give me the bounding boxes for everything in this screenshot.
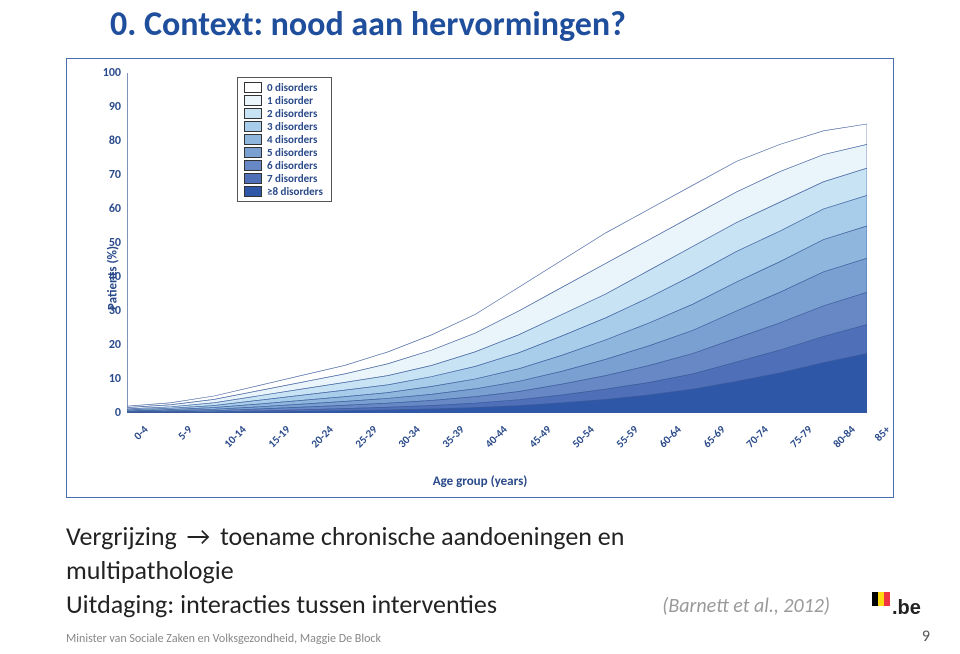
chart-container: Patients (%) 0102030405060708090100 0 di… bbox=[66, 58, 894, 498]
xtick: 20-24 bbox=[309, 423, 358, 472]
ytick: 0 bbox=[115, 406, 121, 420]
legend-row: 6 disorders bbox=[244, 159, 323, 172]
page-number: 9 bbox=[922, 627, 930, 646]
xtick: 85+ bbox=[872, 423, 915, 466]
legend-label: 0 disorders bbox=[267, 81, 317, 94]
xtick: 0-4 bbox=[131, 423, 172, 464]
legend-label: 6 disorders bbox=[267, 159, 317, 172]
flag-stripe-3 bbox=[884, 592, 890, 606]
ytick: 30 bbox=[109, 304, 121, 318]
xtick: 75-79 bbox=[787, 423, 836, 472]
legend-row: 1 disorder bbox=[244, 94, 323, 107]
be-text: .be bbox=[892, 597, 921, 619]
xtick: 30-34 bbox=[396, 423, 445, 472]
flag-stripe-1 bbox=[872, 592, 878, 606]
legend-label: 5 disorders bbox=[267, 146, 317, 159]
legend-label: 3 disorders bbox=[267, 120, 317, 133]
flag-stripe-2 bbox=[878, 592, 884, 606]
legend-row: 3 disorders bbox=[244, 120, 323, 133]
legend-row: ≥8 disorders bbox=[244, 185, 323, 198]
legend-row: 5 disorders bbox=[244, 146, 323, 159]
body-line-1: Vergrijzing → toename chronische aandoen… bbox=[66, 520, 624, 552]
body-line-1-suffix: toename chronische aandoeningen en bbox=[220, 520, 624, 552]
ytick: 70 bbox=[109, 168, 121, 182]
legend-label: 4 disorders bbox=[267, 133, 317, 146]
x-ticks: 0-45-910-1415-1920-2425-2930-3435-3940-4… bbox=[127, 417, 867, 467]
legend-swatch bbox=[244, 121, 262, 132]
ytick: 100 bbox=[103, 66, 121, 80]
legend-swatch bbox=[244, 108, 262, 119]
xtick: 45-49 bbox=[526, 423, 575, 472]
legend-swatch bbox=[244, 173, 262, 184]
legend-swatch bbox=[244, 134, 262, 145]
xtick: 65-69 bbox=[700, 423, 749, 472]
body-line-3: Uitdaging: interacties tussen interventi… bbox=[66, 588, 497, 620]
be-logo: .be bbox=[872, 592, 926, 620]
legend-row: 4 disorders bbox=[244, 133, 323, 146]
legend-row: 7 disorders bbox=[244, 172, 323, 185]
xtick: 15-19 bbox=[265, 423, 314, 472]
ytick: 50 bbox=[109, 236, 121, 250]
xtick: 25-29 bbox=[352, 423, 401, 472]
footer-text: Minister van Sociale Zaken en Volksgezon… bbox=[66, 632, 381, 646]
legend-swatch bbox=[244, 186, 262, 197]
ytick: 10 bbox=[109, 372, 121, 386]
legend-label: 1 disorder bbox=[267, 94, 313, 107]
legend-label: 7 disorders bbox=[267, 172, 317, 185]
ytick: 80 bbox=[109, 134, 121, 148]
xtick: 70-74 bbox=[744, 423, 793, 472]
citation: (Barnett et al., 2012) bbox=[662, 594, 830, 618]
page-title: 0. Context: nood aan hervormingen? bbox=[110, 4, 626, 45]
legend-swatch bbox=[244, 160, 262, 171]
xtick: 5-9 bbox=[175, 423, 216, 464]
body-line-1-prefix: Vergrijzing bbox=[66, 520, 177, 552]
xtick: 35-39 bbox=[439, 423, 488, 472]
legend-swatch bbox=[244, 82, 262, 93]
xtick: 55-59 bbox=[613, 423, 662, 472]
legend-swatch bbox=[244, 95, 262, 106]
xtick: 40-44 bbox=[483, 423, 532, 472]
chart-legend: 0 disorders1 disorder2 disorders3 disord… bbox=[237, 77, 332, 202]
ytick: 20 bbox=[109, 338, 121, 352]
arrow-icon: → bbox=[183, 520, 215, 552]
ytick: 60 bbox=[109, 202, 121, 216]
legend-row: 2 disorders bbox=[244, 107, 323, 120]
xtick: 50-54 bbox=[570, 423, 619, 472]
ytick: 40 bbox=[109, 270, 121, 284]
xtick: 80-84 bbox=[831, 423, 880, 472]
xtick: 60-64 bbox=[657, 423, 706, 472]
x-axis-label: Age group (years) bbox=[67, 474, 893, 489]
xtick: 10-14 bbox=[222, 423, 271, 472]
legend-row: 0 disorders bbox=[244, 81, 323, 94]
body-line-2: multipathologie bbox=[66, 554, 234, 586]
legend-label: 2 disorders bbox=[267, 107, 317, 120]
legend-label: ≥8 disorders bbox=[267, 185, 323, 198]
y-ticks: 0102030405060708090100 bbox=[67, 73, 125, 413]
ytick: 90 bbox=[109, 100, 121, 114]
legend-swatch bbox=[244, 147, 262, 158]
